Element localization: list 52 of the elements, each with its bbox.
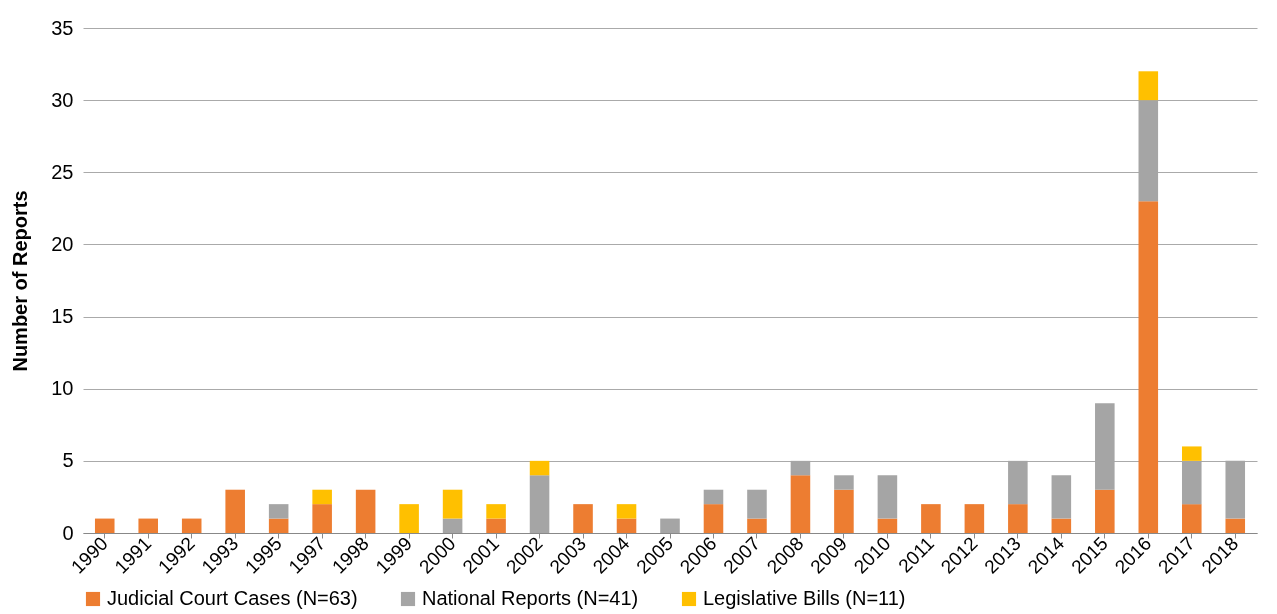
bar [181,518,202,533]
bar [312,504,332,533]
y-tick-label: 0 [62,521,74,544]
y-axis-title: Number of Reports [9,190,32,372]
y-tick-label: 10 [51,377,74,400]
bar [1138,201,1159,533]
bar [1225,518,1246,533]
y-tick-label: 25 [51,160,74,183]
bar [442,489,463,519]
bar [616,518,637,533]
bar [1051,475,1072,519]
bar [312,489,332,505]
legend-label: Judicial Court Cases (N=63) [107,587,358,609]
bar [921,504,941,533]
bar [964,504,985,533]
bar [703,489,724,505]
bar [877,518,898,533]
bar [1138,71,1159,101]
y-tick-label: 35 [51,16,74,39]
bar [399,504,419,533]
bar [834,489,854,533]
bar [877,475,898,519]
bar [1008,504,1028,533]
bar [747,489,767,519]
bar [1051,518,1072,533]
bar [747,518,767,533]
bar [442,518,463,533]
bar [355,489,376,533]
bar [268,504,289,519]
y-tick-label: 20 [51,232,74,255]
bar [486,504,506,519]
bar [529,475,550,533]
bar [1181,504,1202,533]
bar [790,475,811,533]
bar [138,518,159,533]
bar [573,504,593,533]
legend-label: Legislative Bills (N=11) [703,587,906,609]
bar [94,518,115,533]
bar [834,475,854,490]
bar [1181,446,1202,461]
bar [268,518,289,533]
bar [225,489,245,533]
bar [703,504,724,533]
y-tick-label: 5 [62,449,74,472]
legend-label: National Reports (N=41) [422,587,639,609]
bar [486,518,506,533]
y-tick-label: 15 [51,305,74,328]
bar [1095,489,1115,533]
y-tick-label: 30 [51,88,74,111]
bar [529,460,550,476]
bar [616,504,637,519]
bar [660,518,680,533]
